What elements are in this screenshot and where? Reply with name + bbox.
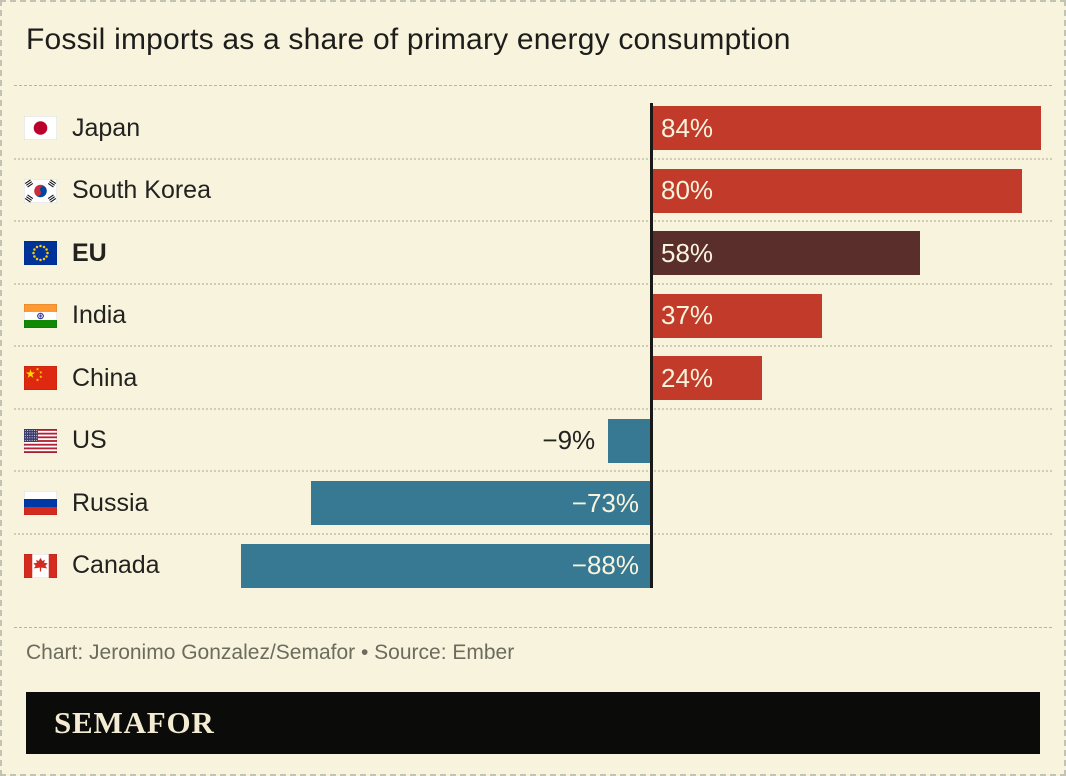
bar-kr: [650, 168, 1022, 213]
value-label-kr: 80%: [661, 175, 714, 205]
ca-flag-icon: [24, 553, 57, 578]
chart-row-us: US −9%: [2, 410, 1064, 473]
logo-bar: SEMAFOR: [26, 692, 1040, 754]
chart-title: Fossil imports as a share of primary ene…: [26, 23, 791, 56]
eu-flag-icon: [24, 241, 57, 266]
in-flag-icon: [24, 303, 57, 328]
bar-in: [650, 293, 823, 338]
cn-flag-icon: [24, 366, 57, 391]
value-label-eu: 58%: [661, 237, 714, 268]
chart-row-jp: Japan 84%: [2, 97, 1064, 160]
value-label-us: −9%: [542, 425, 596, 455]
bar-ca: [240, 543, 650, 588]
chart-row-in: India 37%: [2, 285, 1064, 348]
bar-cn: [650, 356, 762, 400]
country-label-cn: China: [72, 363, 138, 392]
value-label-cn: 24%: [661, 362, 714, 393]
chart-row-kr: South Korea 80%: [2, 160, 1064, 223]
value-label-jp: 84%: [661, 112, 714, 143]
bar-us: [608, 418, 650, 463]
bar-eu: [650, 231, 920, 275]
jp-flag-icon: [24, 116, 57, 141]
chart-row-ca: Canada −88%: [2, 535, 1064, 598]
country-label-jp: Japan: [72, 113, 141, 142]
zero-axis-line: [650, 103, 653, 588]
bar-jp: [650, 106, 1041, 150]
country-label-ca: Canada: [72, 551, 160, 580]
bar-chart: Japan 84% South Korea 80% EU 58% India 37% China…: [2, 97, 1064, 597]
credit-separator: [14, 627, 1052, 628]
value-label-ca: −88%: [571, 550, 639, 580]
value-label-ru: −73%: [571, 487, 639, 518]
ru-flag-icon: [24, 491, 57, 516]
chart-row-eu: EU 58%: [2, 222, 1064, 285]
us-flag-icon: [24, 428, 57, 453]
kr-flag-icon: [24, 178, 57, 203]
country-label-eu: EU: [72, 238, 107, 267]
country-label-ru: Russia: [72, 488, 149, 517]
country-label-in: India: [72, 301, 127, 330]
bar-ru: [310, 481, 650, 525]
chart-row-cn: China 24%: [2, 347, 1064, 410]
country-label-kr: South Korea: [72, 176, 211, 205]
country-label-us: US: [72, 426, 107, 455]
semafor-logo: SEMAFOR: [54, 705, 215, 740]
value-label-in: 37%: [661, 300, 714, 330]
credit-line: Chart: Jeronimo Gonzalez/Semafor • Sourc…: [26, 641, 515, 664]
chart-row-ru: Russia −73%: [2, 472, 1064, 535]
title-separator: [14, 85, 1052, 86]
